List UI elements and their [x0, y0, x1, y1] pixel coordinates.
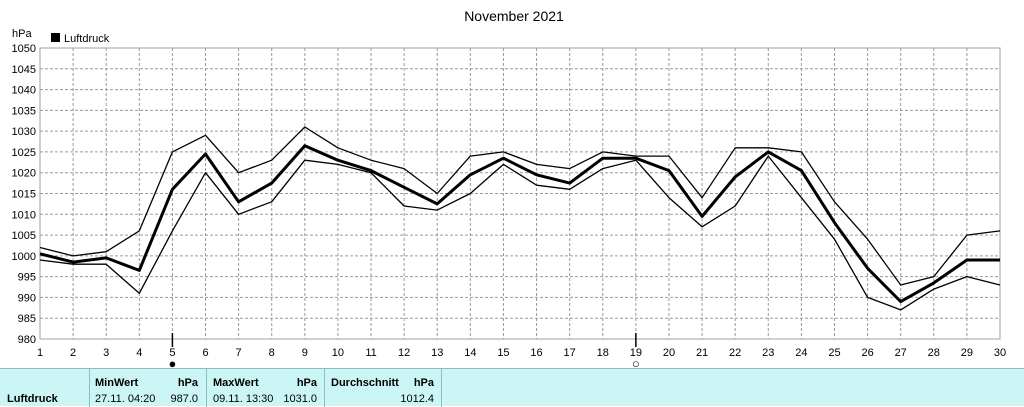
avg-header: Durchschnitt: [331, 377, 399, 389]
min-value-cell: MinWert hPa 27.11. 04:20 987.0: [89, 369, 206, 407]
series-lines: [39, 126, 1001, 311]
chart-title: November 2021: [464, 8, 564, 24]
legend-swatch: [51, 33, 60, 42]
min-value: 987.0: [170, 393, 198, 405]
y-tick-label: 1020: [12, 168, 36, 180]
avg-value: 1012.4: [400, 393, 434, 405]
x-tick-label: 25: [828, 347, 840, 359]
legend-label: Luftdruck: [64, 33, 110, 45]
x-tick-label: 26: [861, 347, 873, 359]
x-tick-label: 7: [236, 347, 242, 359]
x-tick-label: 2: [70, 347, 76, 359]
moon-phase-icon: ●: [168, 356, 176, 368]
max-header: MaxWert: [213, 377, 259, 389]
legend: Luftdruck: [51, 33, 110, 45]
series-line-max: [39, 126, 1001, 286]
y-tick-label: 1005: [12, 230, 36, 242]
max-time: 09.11. 13:30: [213, 393, 274, 405]
pressure-chart: November 2021 hPa Luftdruck 980985990995…: [12, 8, 1007, 368]
x-tick-label: 17: [564, 347, 576, 359]
x-tick-label: 5: [169, 347, 175, 359]
x-tick-label: 4: [136, 347, 142, 359]
plot-frame: [39, 47, 1001, 340]
x-tick-label: 24: [795, 347, 807, 359]
stats-row-label: Luftdruck: [7, 393, 58, 405]
series-line-mean: [39, 144, 1000, 304]
y-tick-label: 1025: [12, 147, 36, 159]
min-header: MinWert: [95, 377, 139, 389]
avg-unit: hPa: [413, 377, 434, 389]
moon-phase-icon: ○: [632, 356, 640, 368]
grid: [40, 48, 1000, 339]
min-time: 27.11. 04:20: [95, 393, 156, 405]
max-unit: hPa: [296, 377, 317, 389]
x-tick-label: 22: [729, 347, 741, 359]
x-tick-label: 1: [37, 347, 43, 359]
y-tick-label: 1010: [12, 209, 36, 221]
y-tick-label: 1015: [12, 189, 36, 201]
y-tick-label: 1000: [12, 251, 36, 263]
series-line-min: [39, 155, 1001, 311]
x-tick-label: 20: [663, 347, 675, 359]
max-value: 1031.0: [283, 393, 317, 405]
x-tick-label: 18: [597, 347, 609, 359]
y-tick-label: 1035: [12, 105, 36, 117]
y-tick-label: 1050: [12, 43, 36, 55]
moon-phases: ● ○: [168, 333, 640, 368]
x-tick-label: 30: [994, 347, 1006, 359]
x-tick-label: 3: [103, 347, 109, 359]
x-tick-label: 8: [269, 347, 275, 359]
y-tick-label: 1045: [12, 64, 36, 76]
average-value-cell: Durchschnitt hPa 1012.4: [324, 369, 442, 407]
x-tick-label: 16: [530, 347, 542, 359]
x-tick-label: 15: [497, 347, 509, 359]
y-axis-label: hPa: [12, 28, 32, 40]
x-tick-label: 19: [630, 347, 642, 359]
x-tick-label: 13: [431, 347, 443, 359]
y-tick-label: 990: [18, 292, 36, 304]
x-tick-label: 21: [696, 347, 708, 359]
max-value-cell: MaxWert hPa 09.11. 13:30 1031.0: [206, 369, 324, 407]
x-tick-label: 27: [895, 347, 907, 359]
y-tick-label: 1040: [12, 85, 36, 97]
y-tick-label: 1030: [12, 126, 36, 138]
x-tick-label: 11: [365, 347, 376, 359]
statistics-bar: Luftdruck MinWert hPa 27.11. 04:20 987.0…: [0, 368, 1024, 407]
x-tick-label: 12: [398, 347, 410, 359]
x-tick-label: 9: [302, 347, 308, 359]
x-tick-label: 6: [202, 347, 208, 359]
min-unit: hPa: [177, 377, 198, 389]
x-tick-label: 14: [464, 347, 476, 359]
x-tick-label: 28: [928, 347, 940, 359]
x-tick-label: 10: [332, 347, 344, 359]
x-tick-label: 29: [961, 347, 973, 359]
axes: 9809859909951000100510101015102010251030…: [12, 43, 1007, 359]
y-tick-label: 995: [18, 272, 36, 284]
y-tick-label: 985: [18, 313, 36, 325]
y-tick-label: 980: [18, 334, 36, 346]
x-tick-label: 23: [762, 347, 774, 359]
